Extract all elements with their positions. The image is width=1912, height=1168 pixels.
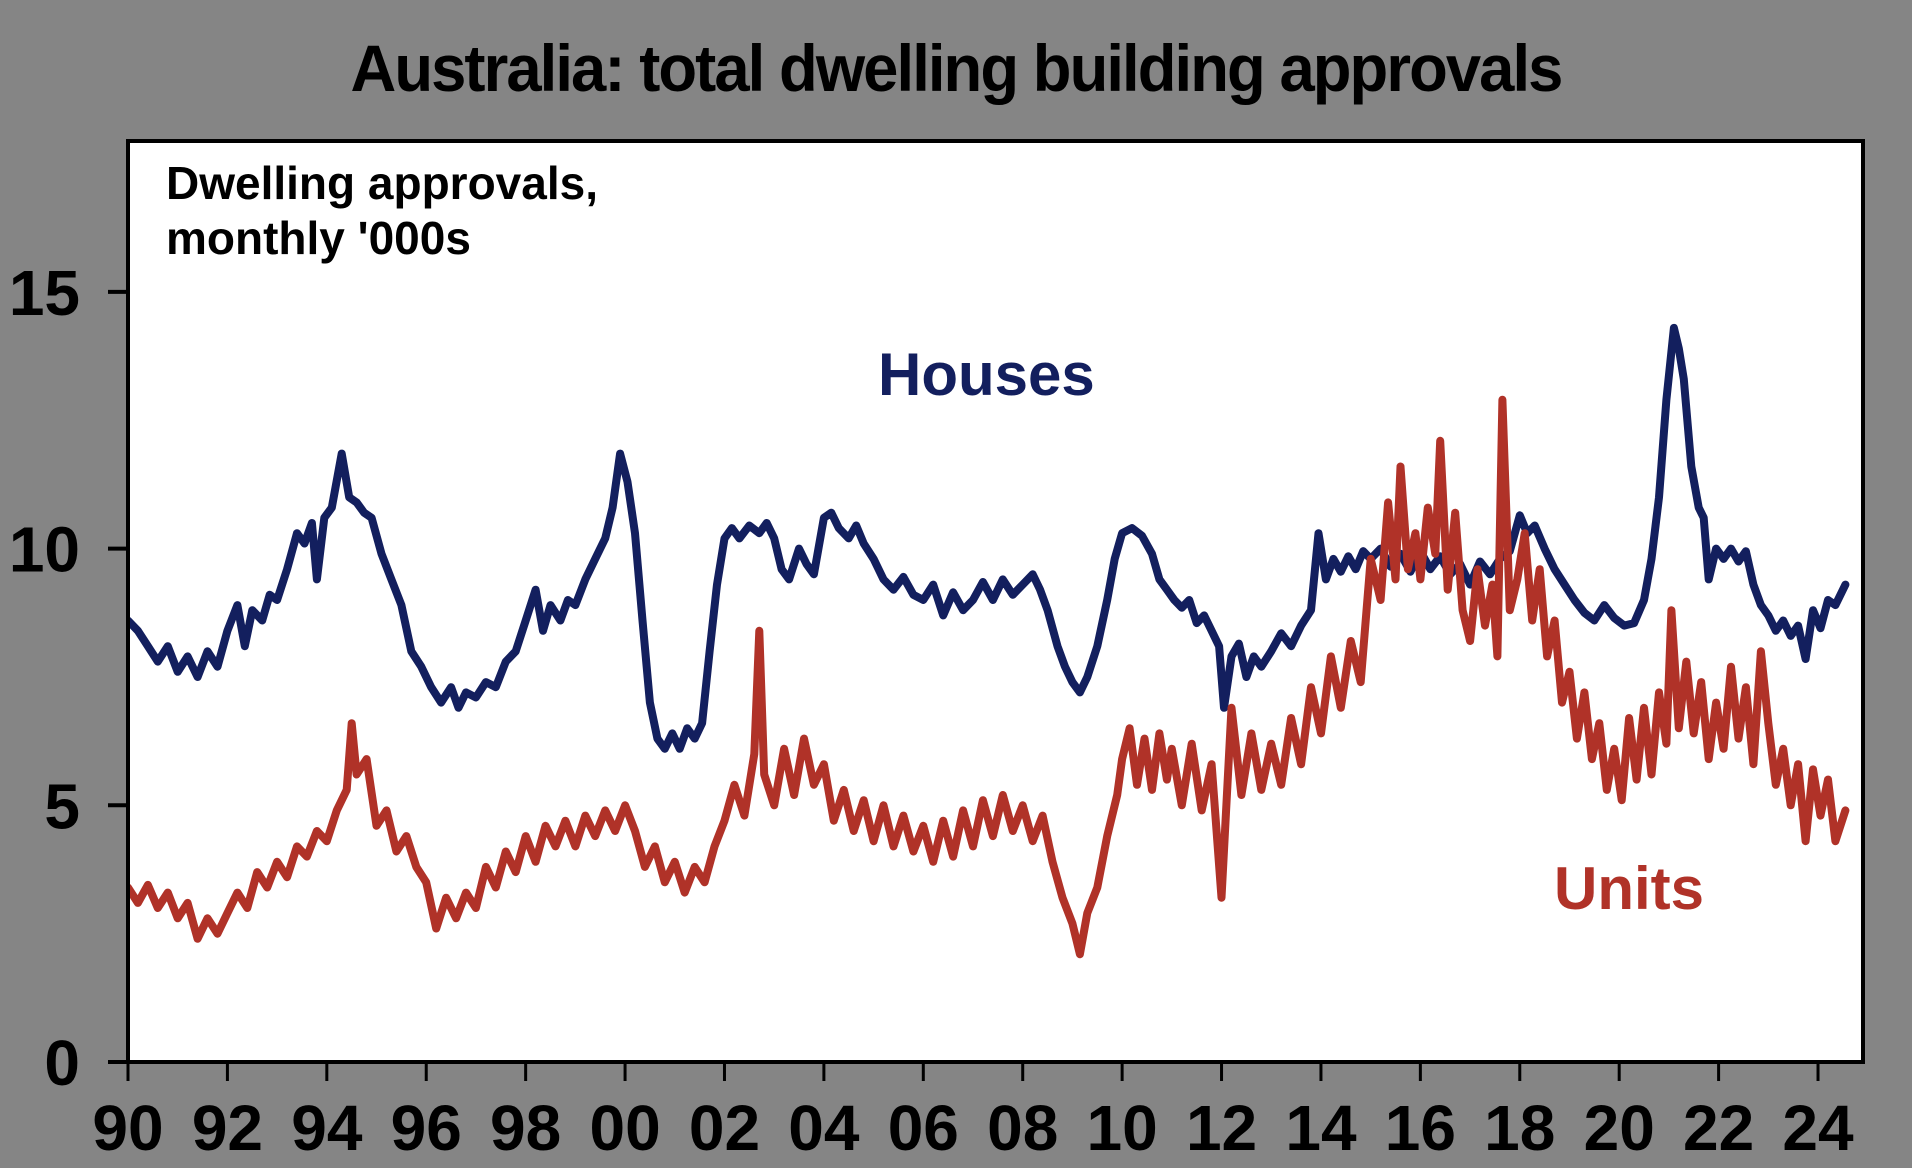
- y-tick-label: 0: [44, 1027, 80, 1099]
- x-tick-label: 96: [391, 1092, 462, 1164]
- y-tick-label: 5: [44, 770, 80, 842]
- x-tick-label: 08: [987, 1092, 1058, 1164]
- x-tick-label: 04: [788, 1092, 860, 1164]
- plot-note: Dwelling approvals, monthly '000s: [166, 157, 598, 264]
- x-tick-label: 06: [888, 1092, 959, 1164]
- x-tick-label: 00: [589, 1092, 660, 1164]
- x-tick-label: 94: [291, 1092, 363, 1164]
- x-tick-label: 18: [1484, 1092, 1555, 1164]
- y-tick-label: 10: [9, 514, 80, 586]
- x-tick-label: 14: [1285, 1092, 1357, 1164]
- x-tick-label: 98: [490, 1092, 561, 1164]
- x-tick-label: 16: [1385, 1092, 1456, 1164]
- x-tick-label: 12: [1186, 1092, 1257, 1164]
- x-tick-label: 24: [1782, 1092, 1854, 1164]
- plot-border: [126, 139, 1865, 1064]
- x-tick-label: 92: [192, 1092, 263, 1164]
- houses-line: [128, 323, 1850, 753]
- y-tick-label: 15: [9, 257, 80, 329]
- x-tick-label: 02: [689, 1092, 760, 1164]
- x-tick-label: 22: [1683, 1092, 1754, 1164]
- x-tick-label: 90: [92, 1092, 163, 1164]
- chart-title: Australia: total dwelling building appro…: [350, 31, 1563, 105]
- x-tick-label: 10: [1087, 1092, 1158, 1164]
- x-tick-label: 20: [1584, 1092, 1655, 1164]
- units-series-label: Units: [1554, 855, 1704, 922]
- houses-series-label: Houses: [878, 341, 1095, 408]
- units-line: [128, 395, 1850, 959]
